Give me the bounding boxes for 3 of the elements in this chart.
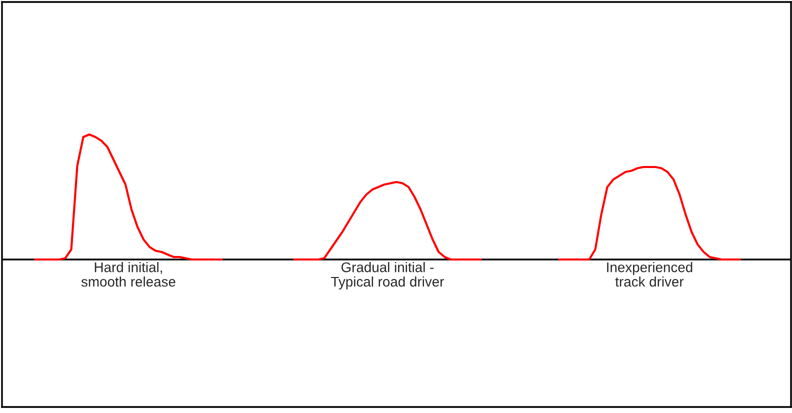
text: Inexperienced track driver (607, 262, 692, 287)
text: Gradual initial - Typical road driver (331, 262, 444, 290)
text: Hard initial, smooth release (81, 262, 176, 287)
